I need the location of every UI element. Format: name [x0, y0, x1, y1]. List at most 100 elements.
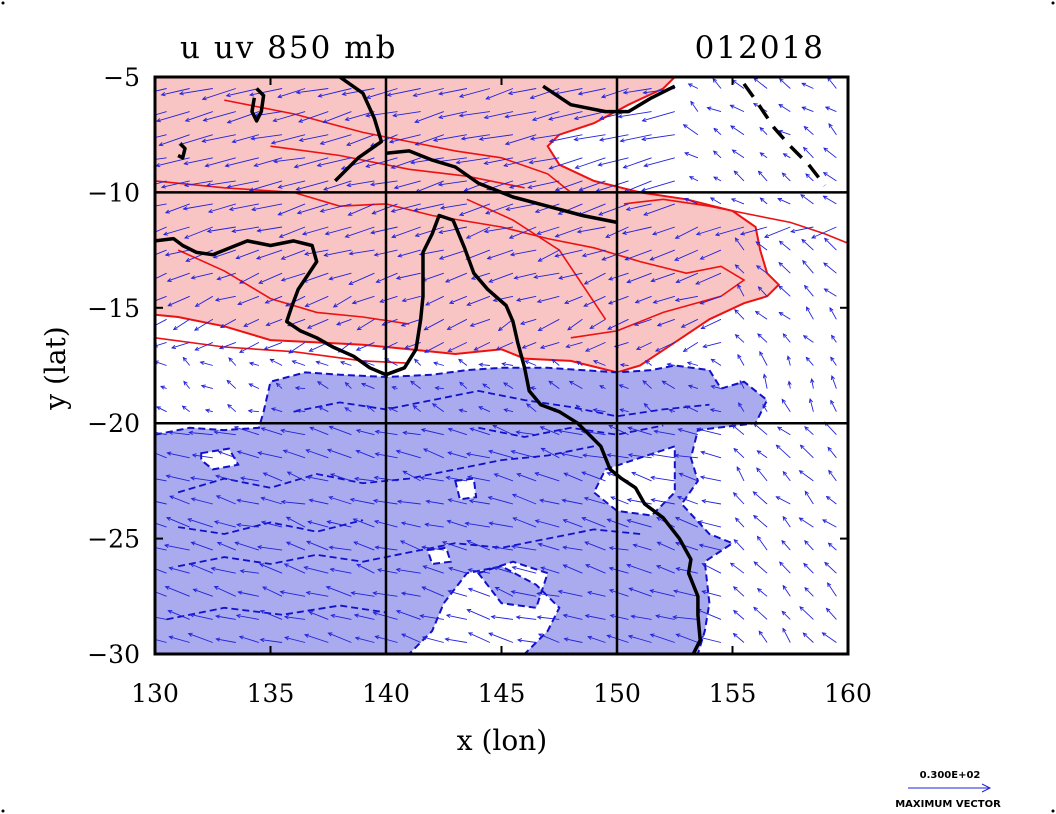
wind-vector	[776, 496, 791, 505]
wind-vector	[155, 522, 167, 528]
wind-vector	[190, 477, 213, 482]
wind-vector-head	[318, 406, 324, 411]
wind-vector-head	[285, 516, 291, 521]
wind-vector-head	[592, 360, 598, 365]
wind-vector-head	[531, 117, 537, 122]
wind-vector	[469, 500, 490, 505]
wind-vector	[345, 226, 375, 238]
wind-vector	[424, 318, 445, 331]
wind-vector	[426, 500, 444, 505]
wind-vector	[237, 295, 260, 305]
wind-vector-head	[682, 347, 688, 352]
wind-vector	[803, 147, 814, 159]
wind-vector-head	[213, 520, 219, 525]
wind-vector-head	[805, 173, 810, 178]
wind-vector-head	[622, 90, 628, 95]
wind-vector-head	[516, 638, 523, 643]
wind-vector	[251, 134, 283, 140]
wind-vector-head	[190, 497, 196, 502]
wind-vector	[184, 226, 213, 239]
wind-vector-head	[778, 561, 784, 567]
wind-vector	[598, 157, 629, 166]
wind-vector	[577, 226, 606, 233]
wind-vector	[823, 147, 837, 159]
wind-vector	[330, 473, 352, 482]
wind-vector	[678, 428, 699, 436]
wind-vector-head	[353, 476, 359, 482]
negative-contour	[293, 389, 710, 418]
wind-vector	[609, 567, 629, 574]
wind-vector	[270, 359, 283, 366]
wind-vector-head	[165, 516, 171, 521]
wind-vector	[755, 241, 768, 251]
wind-vector-head	[825, 607, 831, 613]
wind-vector-head	[423, 326, 429, 331]
wind-vector-head	[567, 326, 572, 331]
wind-vector-head	[168, 635, 174, 640]
wind-vector-head	[798, 517, 804, 522]
wind-vector	[631, 472, 652, 482]
wind-vector-head	[713, 176, 719, 181]
wind-vector-head	[256, 545, 262, 550]
wind-vector-head	[683, 197, 689, 202]
wind-vector	[488, 496, 514, 505]
wind-vector	[830, 400, 837, 412]
wind-vector-head	[684, 405, 690, 410]
wind-vector-head	[349, 497, 355, 503]
wind-vector	[439, 88, 467, 95]
wind-vector-head	[551, 358, 557, 364]
wind-vector	[183, 203, 213, 210]
wind-vector-head	[401, 298, 407, 303]
wind-vector-head	[478, 136, 484, 141]
wind-vector	[306, 449, 329, 459]
wind-vector-head	[624, 256, 630, 261]
wind-vector	[576, 360, 583, 366]
wind-vector-head	[441, 541, 447, 546]
wind-vector-head	[470, 275, 476, 280]
wind-vector	[216, 495, 236, 505]
wind-vector	[278, 180, 306, 188]
wind-vector	[240, 477, 259, 482]
wind-vector	[287, 471, 306, 482]
wind-vector-head	[702, 343, 708, 349]
wind-vector	[192, 454, 213, 459]
chart-title-right: 012018	[695, 30, 825, 66]
wind-vector	[236, 614, 259, 620]
wind-vector	[677, 496, 699, 505]
wind-vector	[762, 404, 768, 412]
wind-vector-head	[680, 323, 686, 328]
wind-vector	[561, 453, 583, 459]
wind-vector	[498, 318, 514, 331]
y-tick-label: −5	[103, 63, 140, 92]
wind-vector	[155, 226, 167, 233]
wind-vector-head	[811, 234, 817, 239]
wind-vector	[155, 157, 167, 160]
wind-vector-head	[515, 615, 521, 620]
wind-vector	[420, 615, 444, 620]
wind-vector	[824, 237, 837, 251]
wind-vector-head	[610, 496, 616, 501]
wind-vector	[758, 286, 768, 297]
wind-vector	[538, 249, 560, 262]
wind-vector-head	[374, 452, 380, 457]
wind-vector-head	[631, 471, 637, 476]
wind-vector	[787, 356, 791, 366]
wind-vector	[296, 180, 329, 191]
wind-vector	[396, 610, 421, 620]
wind-vector-head	[386, 92, 392, 97]
wind-vector	[824, 288, 837, 297]
wind-vector	[237, 450, 260, 459]
wind-vector	[675, 542, 699, 551]
wind-vector	[758, 170, 768, 182]
wind-vector-head	[200, 384, 206, 389]
wind-vector-head	[279, 590, 285, 595]
wind-vector	[492, 424, 514, 436]
wind-vector	[504, 409, 514, 413]
wind-vector	[700, 249, 722, 260]
wind-vector	[401, 592, 421, 597]
wind-vector-head	[801, 238, 806, 244]
wind-vector	[690, 101, 699, 112]
wind-vector	[495, 587, 514, 597]
x-tick-label: 155	[709, 679, 757, 708]
wind-vector-head	[608, 425, 614, 429]
